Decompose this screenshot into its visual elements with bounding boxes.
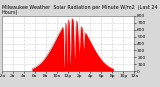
Text: Milwaukee Weather  Solar Radiation per Minute W/m2  (Last 24 Hours): Milwaukee Weather Solar Radiation per Mi…	[2, 5, 157, 15]
